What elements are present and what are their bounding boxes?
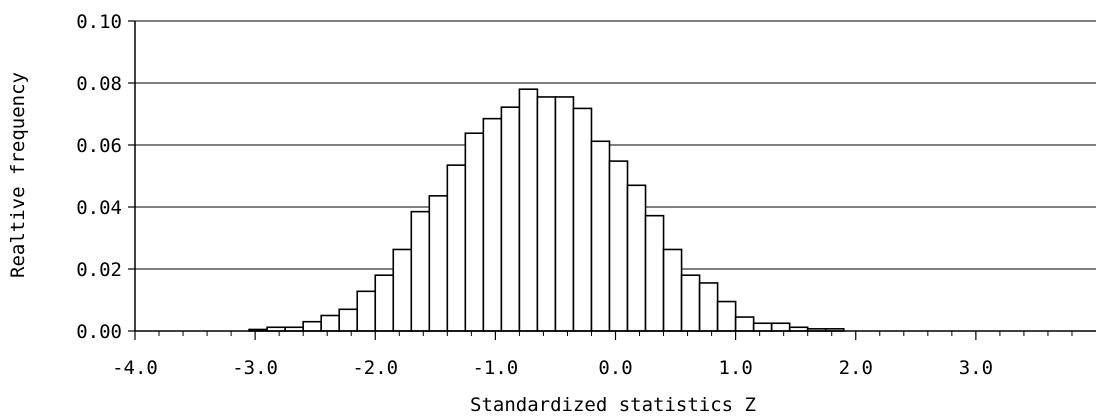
histogram-bar-15 — [518, 88, 539, 332]
y-tick-label-1: 0.02 — [76, 259, 122, 281]
x-tick-label-5: 1.0 — [718, 357, 752, 379]
histogram-bar-3 — [302, 320, 322, 332]
x-tick-label-2: -2.0 — [352, 357, 398, 379]
histogram-bars — [248, 88, 845, 332]
histogram-bar-24 — [680, 274, 701, 332]
histogram-bar-12 — [464, 132, 485, 332]
histogram-bar-14 — [500, 106, 521, 332]
histogram-bar-21 — [626, 184, 647, 332]
x-axis-title: Standardized statistics Z — [470, 394, 756, 416]
y-tick-label-2: 0.04 — [76, 197, 122, 219]
histogram-bar-25 — [698, 282, 719, 332]
gridlines — [135, 20, 1096, 270]
histogram-bar-5 — [338, 308, 359, 332]
histogram-bar-13 — [482, 117, 503, 332]
x-tick-label-0: -4.0 — [112, 357, 158, 379]
tick-marks — [128, 20, 1073, 340]
histogram-bar-9 — [410, 210, 431, 332]
histogram-bar-23 — [662, 248, 683, 332]
histogram-bar-20 — [608, 160, 629, 332]
x-tick-label-6: 2.0 — [839, 357, 873, 379]
histogram-bar-17 — [554, 96, 575, 332]
histogram-bar-10 — [428, 195, 449, 332]
x-tick-label-4: 0.0 — [598, 357, 632, 379]
y-tick-label-3: 0.06 — [76, 135, 122, 157]
histogram-bar-22 — [644, 214, 665, 332]
tick-labels: 0.00 0.02 0.04 0.06 0.08 0.10 -4.0 -3.0 -2.0 -1.0… — [76, 11, 993, 379]
histogram-bar-28 — [752, 322, 773, 332]
y-tick-label-5: 0.10 — [76, 11, 122, 33]
histogram-bar-4 — [320, 314, 341, 332]
histogram-bar-26 — [716, 300, 737, 332]
y-tick-label-4: 0.08 — [76, 73, 122, 95]
histogram-bar-19 — [590, 140, 611, 332]
histogram-bar-16 — [536, 96, 557, 332]
y-tick-label-0: 0.00 — [76, 321, 122, 343]
histogram-bar-7 — [374, 274, 395, 332]
x-tick-label-7: 3.0 — [959, 357, 993, 379]
histogram-bar-8 — [392, 248, 413, 332]
histogram-bar-18 — [572, 107, 593, 332]
histogram-bar-11 — [446, 164, 467, 332]
x-tick-label-3: -1.0 — [472, 357, 518, 379]
histogram-bar-6 — [356, 290, 377, 332]
histogram-bar-29 — [770, 322, 791, 332]
y-axis-title: Realtive frequency — [7, 72, 29, 278]
x-tick-label-1: -3.0 — [232, 357, 278, 379]
histogram-bar-27 — [734, 316, 755, 332]
